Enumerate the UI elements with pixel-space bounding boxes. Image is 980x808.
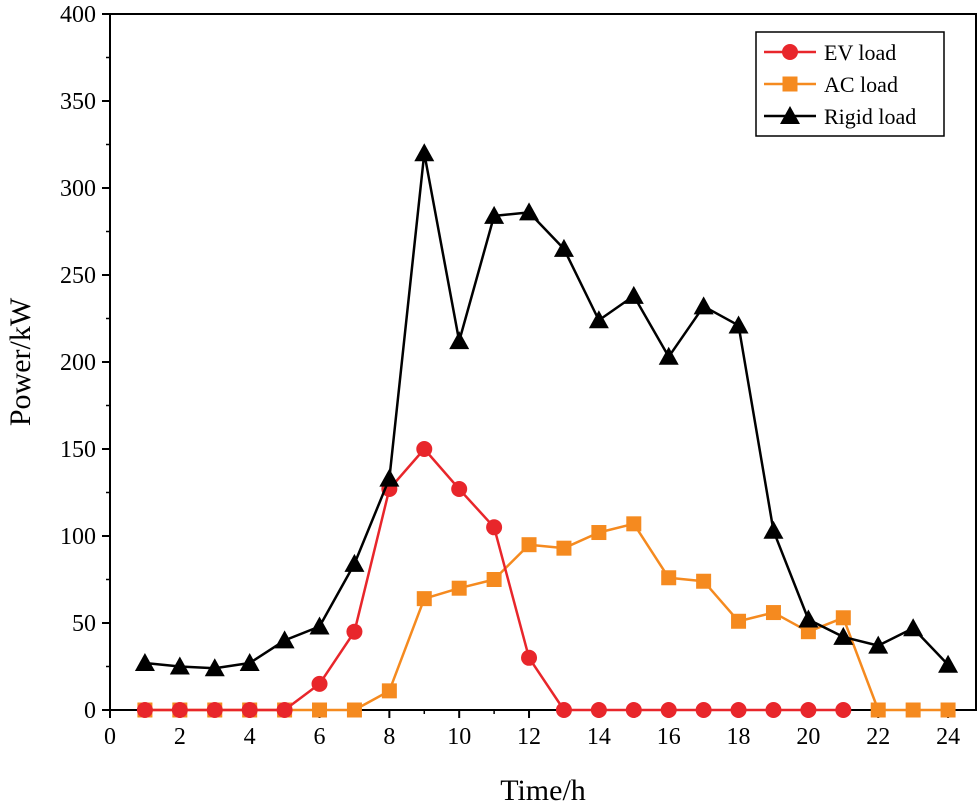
x-tick-label: 18 <box>727 724 751 750</box>
data-point-rigid-load <box>204 658 225 677</box>
x-tick-label: 12 <box>517 724 541 750</box>
x-tick-label: 2 <box>174 724 186 750</box>
y-tick-label: 50 <box>72 611 96 637</box>
data-point-rigid-load <box>833 626 854 645</box>
x-axis-title: Time/h <box>500 774 586 807</box>
x-tick-label: 22 <box>866 724 890 750</box>
data-point-rigid-load <box>414 143 435 162</box>
data-point-ac-load <box>381 683 397 699</box>
data-point-rigid-load <box>798 609 819 628</box>
data-point-ac-load <box>416 591 432 607</box>
data-point-ev-load <box>521 649 538 666</box>
data-point-ev-load <box>171 702 188 718</box>
y-tick-label: 350 <box>60 89 96 115</box>
data-point-rigid-load <box>169 656 190 675</box>
data-point-ev-load <box>206 702 223 718</box>
legend-marker-rigid-load <box>780 106 800 124</box>
data-point-ac-load <box>800 624 816 640</box>
data-point-rigid-load <box>379 468 400 487</box>
data-point-ac-load <box>486 572 502 587</box>
data-point-ev-load <box>241 702 258 718</box>
y-tick-label: 100 <box>60 524 96 550</box>
series-layer <box>134 143 959 718</box>
data-point-rigid-load <box>658 346 679 365</box>
data-point-rigid-load <box>484 205 505 224</box>
y-axis-title: Power/kW <box>4 297 37 426</box>
data-point-ev-load <box>835 702 852 718</box>
data-point-rigid-load <box>728 315 749 334</box>
x-tick-label: 16 <box>657 724 681 750</box>
data-point-rigid-load <box>134 653 155 672</box>
data-point-rigid-load <box>938 654 959 673</box>
y-tick-label: 250 <box>60 263 96 289</box>
data-point-ac-load <box>696 573 712 589</box>
data-point-ev-load <box>486 519 503 536</box>
data-point-ac-load <box>731 613 747 629</box>
data-point-ev-load <box>555 702 572 718</box>
data-point-ev-load <box>136 702 153 718</box>
series-rigid-load <box>134 143 959 677</box>
data-point-rigid-load <box>588 310 609 329</box>
y-tick-label: 400 <box>60 2 96 28</box>
x-tick-label: 0 <box>104 724 116 750</box>
data-point-ac-load <box>626 516 642 532</box>
y-tick-label: 300 <box>60 176 96 202</box>
data-point-ev-load <box>311 675 328 692</box>
x-tick-label: 6 <box>314 724 326 750</box>
x-tick-label: 14 <box>587 724 611 750</box>
data-point-ac-load <box>556 540 572 556</box>
data-point-rigid-load <box>868 635 889 654</box>
data-point-ev-load <box>695 702 712 718</box>
data-point-ac-load <box>870 702 886 718</box>
legend-marker-ev-load <box>782 44 798 60</box>
data-point-rigid-load <box>519 202 540 221</box>
data-point-ac-load <box>521 537 537 553</box>
legend-label-rigid-load: Rigid load <box>824 104 916 129</box>
data-point-ev-load <box>276 702 293 718</box>
data-point-ev-load <box>346 623 363 640</box>
data-point-ev-load <box>451 481 468 498</box>
data-point-ev-load <box>416 441 433 457</box>
data-point-rigid-load <box>553 238 574 257</box>
data-point-ev-load <box>625 702 642 718</box>
y-tick-label: 0 <box>84 698 96 724</box>
x-tick-label: 10 <box>447 724 471 750</box>
y-tick-label: 200 <box>60 350 96 376</box>
data-point-ac-load <box>905 702 921 718</box>
data-point-ev-load <box>730 702 747 718</box>
data-point-rigid-load <box>903 618 924 637</box>
data-point-rigid-load <box>274 630 295 649</box>
data-point-ac-load <box>312 702 328 718</box>
data-point-ev-load <box>765 702 782 718</box>
data-point-ac-load <box>940 702 956 718</box>
data-point-ac-load <box>451 580 467 596</box>
legend-label-ev-load: EV load <box>824 40 896 65</box>
x-tick-label: 8 <box>383 724 395 750</box>
data-point-rigid-load <box>623 285 644 304</box>
data-point-rigid-load <box>309 616 330 635</box>
data-point-rigid-load <box>344 553 365 572</box>
legend: EV load AC load Rigid load <box>755 31 945 137</box>
x-tick-label: 4 <box>244 724 256 750</box>
data-point-ev-load <box>800 702 817 718</box>
data-point-rigid-load <box>763 520 784 539</box>
data-point-ac-load <box>661 570 677 586</box>
data-point-ac-load <box>346 702 362 718</box>
data-point-ac-load <box>835 610 851 626</box>
x-tick-label: 20 <box>796 724 820 750</box>
y-tick-label: 150 <box>60 437 96 463</box>
data-point-rigid-load <box>693 296 714 315</box>
data-point-rigid-load <box>449 331 470 350</box>
data-point-ac-load <box>765 605 781 621</box>
axes: 0 2 4 6 8 10 12 14 16 18 20 22 240501001502002503003… <box>60 2 977 750</box>
data-point-ac-load <box>591 525 607 541</box>
legend-label-ac-load: AC load <box>824 72 898 97</box>
data-point-ev-load <box>660 702 677 718</box>
series-ev-load <box>136 441 852 718</box>
legend-marker-ac-load <box>782 76 798 92</box>
x-tick-label: 24 <box>936 724 960 750</box>
data-point-rigid-load <box>239 653 260 672</box>
data-point-ev-load <box>590 702 607 718</box>
